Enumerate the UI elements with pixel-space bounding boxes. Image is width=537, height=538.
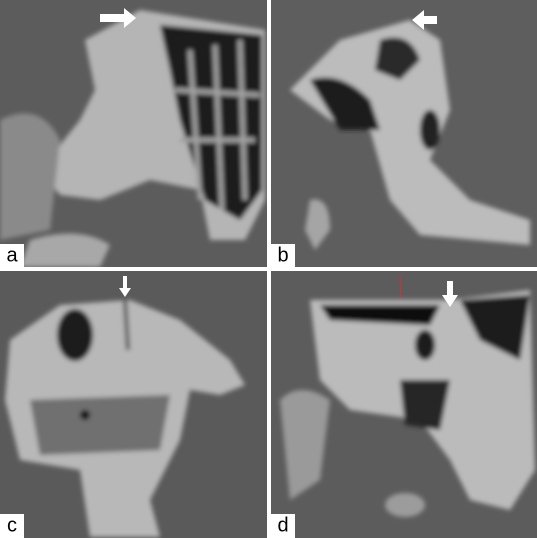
air-cells [400,380,450,430]
label-box [0,514,24,538]
bone [0,113,60,240]
air-cell [80,410,90,420]
panel-label: a [6,244,18,266]
air-cells [460,295,530,360]
panel-a [0,0,267,267]
panel-c [0,271,267,538]
arrow [119,276,131,297]
panel-b [271,0,537,267]
air-cells [310,77,380,130]
label-box [271,244,295,267]
marrow [30,395,170,455]
bone [385,493,425,517]
air-cells [375,37,420,80]
arrow [412,10,437,30]
divider [0,267,537,271]
air-cell [420,110,440,150]
scan [5,299,245,537]
air-cell [57,309,93,361]
scan [290,20,530,250]
panel-label: b [277,244,288,266]
arrow [100,8,136,28]
label-box [271,514,295,538]
bone [305,199,330,250]
septa [174,39,261,211]
marker-line [399,274,402,301]
canal [123,299,130,351]
panel-label: c [7,514,17,536]
air-cell [415,330,435,360]
bone [290,20,530,245]
bone [20,233,110,267]
bone [280,390,330,500]
air-cells [320,305,440,325]
scan [280,290,535,517]
label-box [0,244,24,267]
panel-label: d [277,514,288,536]
panel-d [271,271,537,538]
arrow [442,281,458,307]
air-cells [160,25,262,220]
scan [0,10,265,267]
